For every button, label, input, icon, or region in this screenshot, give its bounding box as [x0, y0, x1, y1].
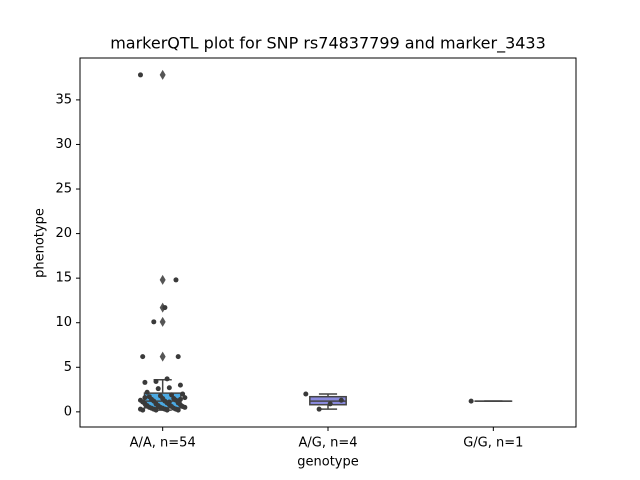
strip-point — [140, 354, 146, 360]
y-tick-label: 20 — [55, 226, 72, 241]
strip-point — [173, 277, 179, 283]
plot-frame — [79, 57, 577, 428]
strip-point — [164, 407, 170, 413]
outlier — [159, 316, 166, 327]
chart-title: markerQTL plot for SNP rs74837799 and ma… — [110, 34, 546, 54]
strip-point — [182, 395, 188, 401]
strip-point — [153, 407, 159, 413]
strip-point — [177, 382, 183, 388]
x-tick-label: G/G, n=1 — [463, 436, 523, 451]
outlier — [159, 69, 166, 80]
y-tick-label: 0 — [64, 404, 72, 419]
strip-point — [140, 407, 146, 413]
outlier — [159, 351, 166, 362]
y-axis-label: phenotype — [33, 208, 48, 278]
strip-point — [468, 398, 474, 404]
strip-point — [166, 399, 172, 405]
strip-point — [142, 379, 148, 385]
strip-point — [137, 72, 143, 78]
strip-point — [155, 386, 161, 392]
strip-point — [180, 391, 186, 397]
strip-point — [327, 401, 333, 407]
y-tick-label: 25 — [55, 182, 72, 197]
strip-point — [155, 404, 161, 409]
x-tick-label: A/G, n=4 — [298, 436, 357, 451]
strip-point — [144, 389, 150, 395]
strip-point — [142, 395, 148, 401]
strip-point — [338, 397, 344, 403]
strip-point — [153, 379, 159, 385]
outlier — [159, 274, 166, 285]
y-tick-label: 10 — [55, 315, 72, 330]
y-tick-label: 15 — [55, 271, 72, 286]
y-tick-label: 30 — [55, 137, 72, 152]
strip-point — [164, 376, 170, 382]
strip-point — [151, 319, 157, 325]
strip-point — [175, 354, 181, 360]
strip-point — [175, 407, 181, 413]
strip-point — [169, 392, 175, 398]
strip-point — [162, 305, 168, 311]
strip-point — [177, 396, 183, 402]
x-tick-label: A/A, n=54 — [130, 436, 196, 451]
strip-point — [182, 404, 188, 410]
strip-point — [303, 391, 309, 397]
y-tick-label: 5 — [64, 360, 72, 375]
strip-point — [166, 385, 172, 391]
strip-point — [316, 406, 322, 412]
y-tick-label: 35 — [55, 92, 72, 107]
x-axis-label: genotype — [297, 455, 358, 470]
